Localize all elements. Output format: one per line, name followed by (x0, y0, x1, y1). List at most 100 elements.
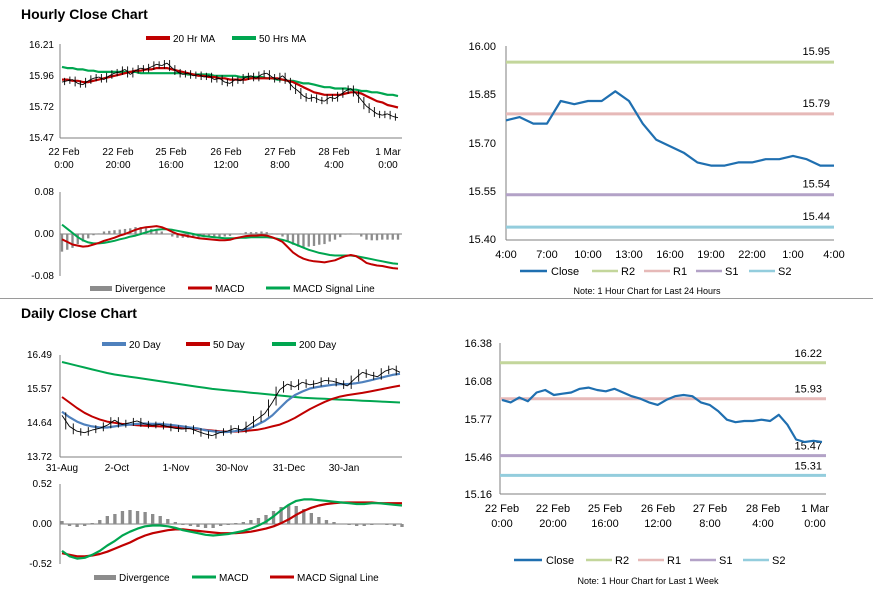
price-tick (224, 81, 231, 84)
daily-close-legend: Close R2 R1 S1 S2 (514, 555, 785, 567)
divergence-bar (317, 517, 321, 524)
price-tick (282, 75, 289, 82)
price-tick (350, 88, 357, 94)
daily-macd-series (60, 498, 404, 560)
price-tick (257, 413, 266, 420)
price-tick (392, 368, 401, 373)
daily-price-x-ticks: 31-Aug 2-Oct 1-Nov 30-Nov 31-Dec 30-Jan (46, 463, 359, 474)
divergence-bar (249, 232, 253, 234)
price-tick (69, 426, 78, 432)
x-tick-time: 0:00 (491, 518, 512, 530)
hourly-close-chart: 16.00 15.85 15.70 15.55 15.40 4:00 7:00 … (468, 41, 844, 296)
divergence-bar (249, 520, 253, 524)
signal-line (61, 501, 402, 558)
macd-line (61, 498, 403, 560)
price-tick (264, 402, 273, 414)
divergence-bar (158, 516, 162, 524)
x-tick-time: 20:00 (539, 518, 567, 530)
x-tick-time: 16:00 (591, 518, 619, 530)
ma20-line (62, 66, 399, 109)
divergence-bar (312, 234, 316, 246)
divergence-bar (155, 229, 158, 234)
divergence-bar (113, 514, 117, 524)
divergence-bar (226, 524, 230, 525)
legend-label-macd: MACD (219, 573, 248, 584)
divergence-bar (370, 234, 373, 241)
divergence-bar (75, 524, 79, 527)
divergence-bar (286, 234, 289, 241)
daily-section-title: Daily Close Chart (21, 305, 137, 321)
divergence-bar (207, 234, 211, 238)
y-tick-label: -0.52 (29, 559, 52, 570)
price-tick (245, 75, 252, 78)
level-label-r2: 16.22 (794, 348, 822, 360)
divergence-bar (196, 524, 200, 527)
x-tick-time: 0:00 (54, 160, 74, 171)
divergence-bar (386, 234, 389, 240)
divergence-bar (105, 516, 109, 524)
y-tick-label: 15.47 (29, 133, 54, 144)
price-tick (136, 420, 145, 425)
price-tick (271, 389, 281, 403)
hourly-price-chart: 20 Hr MA 50 Hrs MA 16.21 15.96 15.72 15.… (29, 34, 402, 171)
x-tick-label: 2-Oct (105, 463, 130, 474)
divergence-bar (81, 234, 85, 242)
price-tick (308, 96, 315, 100)
divergence-bar (323, 234, 326, 245)
level-label-r1: 15.93 (794, 384, 822, 396)
price-tick (319, 99, 325, 102)
price-tick (151, 63, 157, 68)
price-tick (208, 75, 215, 80)
price-tick (384, 368, 393, 372)
price-tick (355, 93, 362, 101)
hourly-close-note: Note: 1 Hour Chart for Last 24 Hours (573, 286, 721, 296)
hourly-close-series: 15.95 15.79 15.54 15.44 (505, 46, 834, 229)
legend-swatch-divergence (94, 575, 116, 580)
x-tick-date: 25 Feb (588, 503, 622, 515)
divergence-bar (60, 521, 64, 524)
y-tick-label: 15.46 (464, 452, 492, 464)
x-tick-label: 22:00 (738, 249, 766, 261)
price-tick (369, 374, 378, 378)
x-tick-time: 4:00 (752, 518, 773, 530)
x-tick-label: 4:00 (823, 249, 844, 261)
legend-label-close: Close (546, 555, 574, 567)
legend-label-signal: MACD Signal Line (297, 573, 379, 584)
price-tick (392, 115, 399, 119)
price-tick (167, 425, 175, 429)
divergence-bar (264, 515, 268, 524)
divergence-bar (160, 231, 163, 234)
price-tick (114, 71, 120, 74)
price-tick (187, 72, 194, 77)
daily-close-x-ticks: 22 Feb 0:00 22 Feb 20:00 25 Feb 16:00 26… (485, 503, 830, 530)
price-tick (250, 75, 257, 79)
price-tick (334, 94, 341, 99)
price-tick (106, 419, 115, 426)
x-tick-date: 22 Feb (536, 503, 570, 515)
x-tick-label: 31-Dec (273, 463, 305, 474)
price-tick (261, 72, 267, 75)
price-tick (204, 433, 213, 437)
price-tick (203, 75, 210, 78)
close-line (505, 90, 834, 167)
divergence-bar (260, 231, 263, 234)
x-tick-time: 16:00 (158, 160, 183, 171)
divergence-bar (143, 512, 147, 524)
price-tick (317, 379, 326, 384)
hourly-price-series (61, 60, 399, 121)
divergence-bar (76, 234, 79, 245)
price-tick (129, 420, 138, 424)
price-tick (235, 79, 241, 82)
divergence-bar (309, 513, 313, 524)
level-label-s1: 15.47 (794, 441, 822, 453)
divergence-bar (71, 234, 74, 248)
price-tick (93, 76, 99, 79)
hourly-close-legend: Close R2 R1 S1 S2 (520, 266, 791, 278)
price-tick (366, 105, 373, 111)
divergence-bar (166, 519, 170, 524)
level-label-s2: 15.31 (794, 460, 822, 472)
daily-close-series: 16.22 15.93 15.47 15.31 (500, 348, 826, 477)
x-tick-label: 30-Jan (329, 463, 360, 474)
price-tick (249, 418, 258, 425)
